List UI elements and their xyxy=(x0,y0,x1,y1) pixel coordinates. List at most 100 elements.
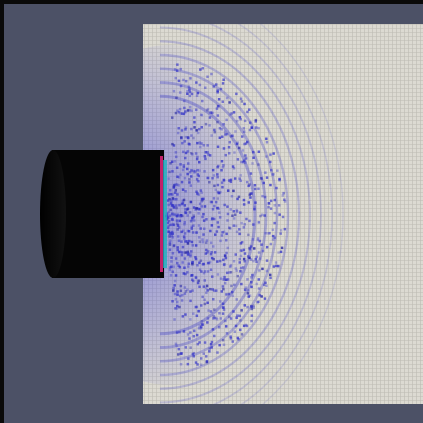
wave-speck xyxy=(184,111,187,114)
wave-speck xyxy=(181,254,184,256)
wave-speck xyxy=(175,151,178,154)
wave-speck xyxy=(257,237,260,240)
wave-speck xyxy=(204,341,207,344)
wave-speck xyxy=(239,270,242,273)
wave-speck xyxy=(172,252,175,255)
wave-speck xyxy=(206,289,209,292)
wave-speck xyxy=(222,82,225,85)
wave-speck xyxy=(211,257,214,260)
wave-speck xyxy=(274,199,277,202)
wave-speck xyxy=(180,214,183,217)
wave-speck xyxy=(182,188,185,191)
wave-speck xyxy=(280,229,283,232)
wave-speck xyxy=(250,320,253,323)
wave-speck xyxy=(173,318,176,321)
wave-speck xyxy=(244,154,247,157)
wave-speck xyxy=(273,265,276,268)
wave-speck xyxy=(189,255,192,258)
wave-speck xyxy=(219,127,222,130)
wave-speck xyxy=(254,201,257,204)
wave-speck xyxy=(189,290,192,293)
wave-speck xyxy=(206,144,209,147)
wave-speck xyxy=(233,260,236,263)
wave-speck xyxy=(261,268,264,271)
wave-speck xyxy=(222,303,225,306)
wave-speck xyxy=(222,285,225,288)
wave-speck xyxy=(196,264,199,267)
wave-speck xyxy=(176,290,179,293)
wave-speck xyxy=(168,211,171,214)
wave-speck xyxy=(171,116,174,119)
wave-speck xyxy=(240,222,243,225)
wave-speck xyxy=(177,235,180,238)
wave-speck xyxy=(258,151,261,154)
wave-speck xyxy=(270,169,273,172)
wave-speck xyxy=(212,245,215,248)
wave-speck xyxy=(213,197,216,200)
wave-speck xyxy=(190,175,193,178)
wave-speck xyxy=(276,169,279,172)
wave-speck xyxy=(180,363,183,366)
wave-speck xyxy=(179,174,182,177)
wave-speck xyxy=(250,258,253,261)
wave-speck xyxy=(218,344,221,347)
wave-speck xyxy=(188,240,191,243)
wave-speck xyxy=(251,162,254,165)
wave-speck xyxy=(266,176,269,179)
wave-speck xyxy=(175,274,178,277)
wave-speck xyxy=(270,207,273,210)
wave-speck xyxy=(226,332,229,335)
wave-speck xyxy=(264,196,267,199)
wave-speck xyxy=(213,185,216,188)
wave-speck xyxy=(177,353,180,356)
wave-speck xyxy=(211,201,214,204)
wave-speck xyxy=(197,92,200,95)
wave-speck xyxy=(206,285,209,288)
wave-speck xyxy=(176,305,179,308)
wave-speck xyxy=(251,308,254,311)
wave-speck xyxy=(187,150,190,153)
wave-speck xyxy=(187,109,190,112)
wave-speck xyxy=(284,228,287,231)
wave-speck xyxy=(214,251,217,254)
wave-speck xyxy=(218,105,221,108)
wave-speck xyxy=(204,87,207,90)
wave-speck xyxy=(212,169,215,172)
wave-speck xyxy=(236,120,239,123)
wave-speck xyxy=(182,79,185,82)
wave-speck xyxy=(173,224,176,227)
wave-speck xyxy=(196,363,199,366)
wave-speck xyxy=(272,235,275,238)
cylinder-cap xyxy=(40,150,66,278)
wave-speck xyxy=(260,177,263,180)
wave-speck xyxy=(200,364,203,367)
wave-speck xyxy=(189,106,192,109)
wave-speck xyxy=(171,161,174,164)
wave-speck xyxy=(187,242,190,245)
wave-speck xyxy=(236,231,239,234)
cylinder-face-edge xyxy=(160,156,163,272)
wave-speck xyxy=(203,352,206,355)
wave-speck xyxy=(244,260,247,263)
wave-speck xyxy=(239,319,242,322)
wave-speck xyxy=(216,260,219,263)
wave-speck xyxy=(246,181,249,184)
wave-speck xyxy=(188,178,191,181)
wave-speck xyxy=(188,85,191,88)
wave-speck xyxy=(203,219,206,222)
wave-speck xyxy=(222,164,225,167)
wave-speck xyxy=(249,196,252,199)
wave-speck xyxy=(169,269,172,272)
wave-speck xyxy=(189,211,192,214)
wave-speck xyxy=(195,231,198,234)
wave-speck xyxy=(192,137,195,140)
wave-speck xyxy=(211,275,214,278)
wave-speck xyxy=(258,278,261,281)
wave-speck xyxy=(225,257,228,260)
wave-speck xyxy=(176,246,179,249)
wave-speck xyxy=(183,267,186,270)
wave-speck xyxy=(223,204,226,207)
wave-speck xyxy=(187,137,190,140)
wave-speck xyxy=(245,157,248,160)
wave-speck xyxy=(212,208,215,211)
